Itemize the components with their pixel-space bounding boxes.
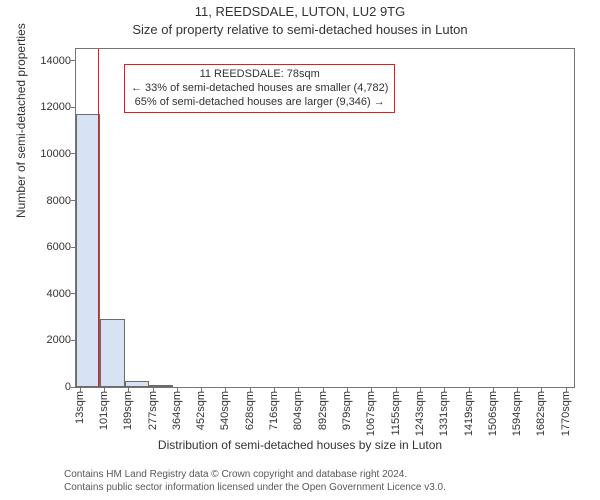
- ytick-mark: [71, 293, 75, 294]
- ytick-label: 6000: [31, 241, 71, 253]
- ytick-mark: [71, 247, 75, 248]
- ytick-label: 12000: [31, 101, 71, 113]
- plot-area: 11 REEDSDALE: 78sqm← 33% of semi-detache…: [75, 48, 575, 388]
- xtick-label: 1594sqm: [511, 391, 523, 436]
- annotation-line: ← 33% of semi-detached houses are smalle…: [131, 82, 388, 96]
- ytick-label: 14000: [31, 55, 71, 67]
- ytick-mark: [71, 340, 75, 341]
- xtick-label: 892sqm: [317, 391, 329, 430]
- chart-title-main: 11, REEDSDALE, LUTON, LU2 9TG: [0, 4, 600, 19]
- histogram-bar: [100, 319, 124, 387]
- ytick-mark: [71, 107, 75, 108]
- xtick-label: 804sqm: [292, 391, 304, 430]
- footer-attribution: Contains HM Land Registry data © Crown c…: [64, 469, 446, 494]
- xtick-label: 716sqm: [268, 391, 280, 430]
- xtick-label: 979sqm: [341, 391, 353, 430]
- footer-line-1: Contains HM Land Registry data © Crown c…: [64, 469, 446, 482]
- xtick-label: 13sqm: [74, 391, 86, 424]
- xtick-label: 1155sqm: [390, 391, 402, 435]
- xtick-label: 1331sqm: [438, 391, 450, 436]
- figure: 11, REEDSDALE, LUTON, LU2 9TG Size of pr…: [0, 0, 600, 500]
- xtick-label: 189sqm: [122, 391, 134, 430]
- x-axis-label: Distribution of semi-detached houses by …: [0, 438, 600, 452]
- histogram-bar: [149, 385, 173, 387]
- y-axis-label: Number of semi-detached properties: [14, 23, 28, 218]
- xtick-label: 277sqm: [147, 391, 159, 430]
- footer-line-2: Contains public sector information licen…: [64, 482, 446, 495]
- xtick-label: 628sqm: [244, 391, 256, 430]
- ytick-label: 4000: [31, 288, 71, 300]
- xtick-label: 1506sqm: [487, 391, 499, 436]
- histogram-bar: [125, 381, 149, 387]
- marker-vline: [98, 49, 99, 387]
- xtick-label: 1067sqm: [365, 391, 377, 436]
- ytick-label: 0: [31, 381, 71, 393]
- xtick-label: 540sqm: [219, 391, 231, 430]
- annotation-line: 65% of semi-detached houses are larger (…: [131, 96, 388, 110]
- ytick-mark: [71, 153, 75, 154]
- ytick-label: 2000: [31, 334, 71, 346]
- xtick-label: 1682sqm: [535, 391, 547, 436]
- xtick-label: 1770sqm: [560, 391, 572, 436]
- annotation-box: 11 REEDSDALE: 78sqm← 33% of semi-detache…: [124, 64, 395, 113]
- xtick-label: 1243sqm: [414, 391, 426, 436]
- chart-title-sub: Size of property relative to semi-detach…: [0, 22, 600, 37]
- ytick-label: 8000: [31, 195, 71, 207]
- ytick-mark: [71, 387, 75, 388]
- ytick-mark: [71, 60, 75, 61]
- xtick-label: 452sqm: [195, 391, 207, 430]
- xtick-label: 1419sqm: [463, 391, 475, 436]
- annotation-line: 11 REEDSDALE: 78sqm: [131, 68, 388, 82]
- xtick-label: 101sqm: [98, 391, 110, 430]
- xtick-label: 364sqm: [171, 391, 183, 430]
- ytick-mark: [71, 200, 75, 201]
- ytick-label: 10000: [31, 148, 71, 160]
